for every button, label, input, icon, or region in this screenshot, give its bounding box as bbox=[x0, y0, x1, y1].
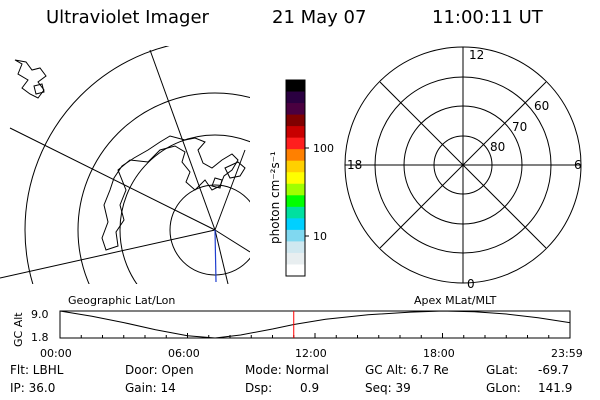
glat-value: -69.7 bbox=[538, 363, 570, 377]
date-label: 21 May 07 bbox=[272, 7, 367, 28]
colorbar-stripe bbox=[286, 160, 305, 173]
colorbar-stripe bbox=[286, 218, 305, 231]
longitude-line bbox=[214, 229, 229, 284]
colorbar-stripe bbox=[286, 103, 305, 116]
colorbar-stripe bbox=[286, 149, 305, 162]
colorbar-unit-label: photon cm⁻²s⁻¹ bbox=[268, 151, 282, 244]
colorbar-tick-label-100: 100 bbox=[313, 142, 334, 155]
mlt-label-6: 6 bbox=[574, 158, 582, 172]
longitude-line bbox=[9, 127, 216, 231]
mlt-label-0: 0 bbox=[467, 277, 475, 291]
glon-value: 141.9 bbox=[538, 381, 573, 395]
x-tick-label-0000: 00:00 bbox=[40, 347, 72, 360]
mlt-label-18: 18 bbox=[347, 158, 362, 172]
altitude-ylabel: GC Alt bbox=[12, 312, 25, 347]
mlat-label-60: 60 bbox=[534, 99, 549, 113]
colorbar-tick-label-10: 10 bbox=[313, 230, 327, 243]
instrument-title: Ultraviolet Imager bbox=[46, 7, 209, 28]
colorbar-stripe bbox=[286, 126, 305, 139]
latitude-circle bbox=[24, 46, 170, 284]
colorbar-stripe bbox=[286, 183, 305, 196]
colorbar-stripe bbox=[286, 114, 305, 127]
mlat-label-80: 80 bbox=[490, 140, 505, 154]
colorbar-stripe bbox=[286, 229, 305, 243]
satellite-track bbox=[214, 229, 217, 283]
apex-caption: Apex MLat/MLT bbox=[414, 294, 497, 307]
altitude-ymax-label: 9.0 bbox=[31, 308, 49, 321]
mode-readout: Mode: Normal bbox=[245, 363, 329, 377]
apex-polar-grid bbox=[344, 46, 582, 284]
colorbar-frame bbox=[285, 79, 306, 277]
ip-readout: IP: 36.0 bbox=[10, 381, 56, 395]
tasmania-coastline bbox=[33, 83, 45, 95]
gain-readout: Gain: 14 bbox=[125, 381, 176, 395]
longitude-line bbox=[149, 49, 216, 231]
geographic-caption: Geographic Lat/Lon bbox=[68, 294, 175, 307]
longitude-line bbox=[214, 229, 250, 253]
dsp-label: Dsp: bbox=[245, 381, 273, 395]
latitude-circle bbox=[119, 134, 250, 284]
x-tick-label-0600: 06:00 bbox=[168, 347, 200, 360]
colorbar-stripe bbox=[286, 80, 305, 93]
altitude-x-ticks bbox=[59, 333, 571, 338]
latitude-circle bbox=[169, 184, 250, 276]
colorbar-stripe bbox=[286, 206, 305, 219]
island-coastline bbox=[211, 177, 223, 189]
australia-coastline bbox=[14, 59, 47, 99]
x-tick-label-2359: 23:59 bbox=[551, 347, 583, 360]
mlat-label-70: 70 bbox=[512, 120, 527, 134]
altitude-ymin-label: 1.8 bbox=[31, 331, 49, 344]
colorbar-stripe bbox=[286, 91, 305, 104]
door-readout: Door: Open bbox=[125, 363, 194, 377]
filter-readout: Flt: LBHL bbox=[10, 363, 64, 377]
geographic-map bbox=[0, 46, 250, 284]
latitude-circle bbox=[77, 92, 250, 284]
colorbar-stripe bbox=[286, 137, 305, 150]
colorbar bbox=[286, 80, 305, 277]
colorbar-stripe bbox=[286, 241, 305, 254]
peninsula-coastline bbox=[224, 161, 246, 179]
x-tick-label-1800: 18:00 bbox=[423, 347, 455, 360]
colorbar-stripe bbox=[286, 195, 305, 208]
gc-alt-readout: GC Alt: 6.7 Re bbox=[365, 363, 449, 377]
time-label: 11:00:11 UT bbox=[432, 7, 543, 28]
glat-label: GLat: bbox=[486, 363, 519, 377]
colorbar-stripe bbox=[286, 264, 305, 277]
x-tick-label-1200: 12:00 bbox=[295, 347, 327, 360]
glon-label: GLon: bbox=[486, 381, 521, 395]
colorbar-stripe bbox=[286, 252, 305, 266]
antarctica-coastline bbox=[101, 135, 239, 251]
longitude-line bbox=[0, 229, 216, 279]
dsp-value: 0.9 bbox=[300, 381, 320, 395]
colorbar-stripe bbox=[286, 172, 305, 185]
mlt-label-12: 12 bbox=[469, 48, 484, 62]
seq-readout: Seq: 39 bbox=[365, 381, 411, 395]
